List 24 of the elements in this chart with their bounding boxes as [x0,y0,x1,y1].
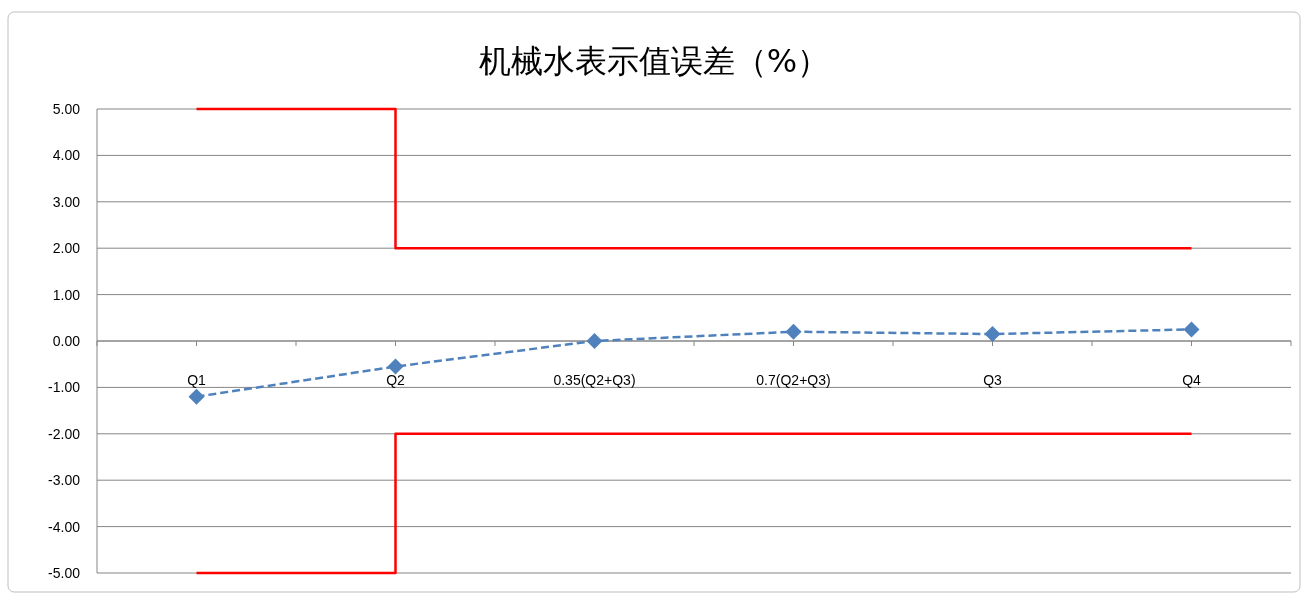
point [188,388,205,405]
point [785,323,802,340]
y-tick-label: -5.00 [48,565,81,581]
y-tick-label: 4.00 [52,147,81,164]
y-tick-label: -1.00 [48,379,81,396]
x-tick-label: Q3 [983,372,1003,388]
x-tick-label: 0.35(Q2+Q3) [553,372,636,388]
y-tick-label: 1.00 [52,286,81,303]
x-tick-label: 0.7(Q2+Q3) [756,372,831,388]
chart-title: 机械水表示值误差（%） [478,42,830,80]
point [984,326,1001,343]
y-tick-label: 5.00 [52,101,81,117]
x-tick-label: Q4 [1182,372,1202,388]
point [1183,321,1200,338]
y-tick-label: 0.00 [52,333,81,349]
x-tick-label: Q2 [386,372,406,388]
y-tick-label: -2.00 [48,425,81,442]
y-tick-label: 2.00 [52,240,81,257]
point [586,333,603,349]
x-tick-label: Q1 [187,372,207,388]
y-tick-label: 3.00 [52,193,81,210]
y-tick-label: -4.00 [48,518,81,535]
y-tick-label: -3.00 [48,472,81,489]
point [387,358,404,375]
